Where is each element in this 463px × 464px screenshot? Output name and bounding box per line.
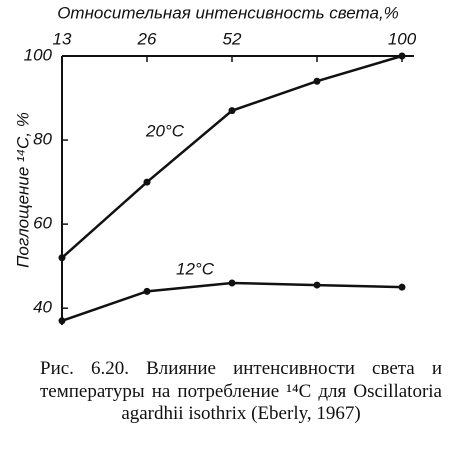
x-tick-label: 100 — [388, 29, 417, 48]
data-point — [398, 283, 406, 291]
chart: Относительная интенсивность света,% Погл… — [13, 3, 417, 325]
data-point — [228, 107, 236, 115]
x-tick-label: 13 — [53, 29, 72, 48]
series-line — [61, 281, 403, 322]
series-line — [61, 54, 403, 259]
data-point — [58, 254, 66, 262]
y-tick-label: 100 — [24, 45, 53, 64]
y-axis-title: Поглощение ¹⁴C, % — [13, 112, 32, 268]
y-tick-label: 60 — [33, 214, 52, 233]
caption: Рис. 6.20. Влияние интенсивности света и… — [40, 358, 442, 424]
y-tick-label: 80 — [33, 130, 52, 149]
data-point — [398, 52, 406, 60]
y-tick-label: 40 — [33, 298, 52, 317]
series-label: 12°C — [176, 259, 215, 278]
data-point — [228, 279, 236, 287]
x-axis-title: Относительная интенсивность света,% — [57, 3, 399, 22]
series-label: 20°C — [145, 121, 185, 140]
data-point — [313, 77, 321, 85]
data-point — [58, 317, 66, 325]
x-tick-label: 52 — [223, 29, 242, 48]
data-point — [143, 178, 151, 186]
x-tick-label: 26 — [137, 29, 157, 48]
data-point — [143, 287, 151, 295]
data-point — [313, 281, 321, 289]
